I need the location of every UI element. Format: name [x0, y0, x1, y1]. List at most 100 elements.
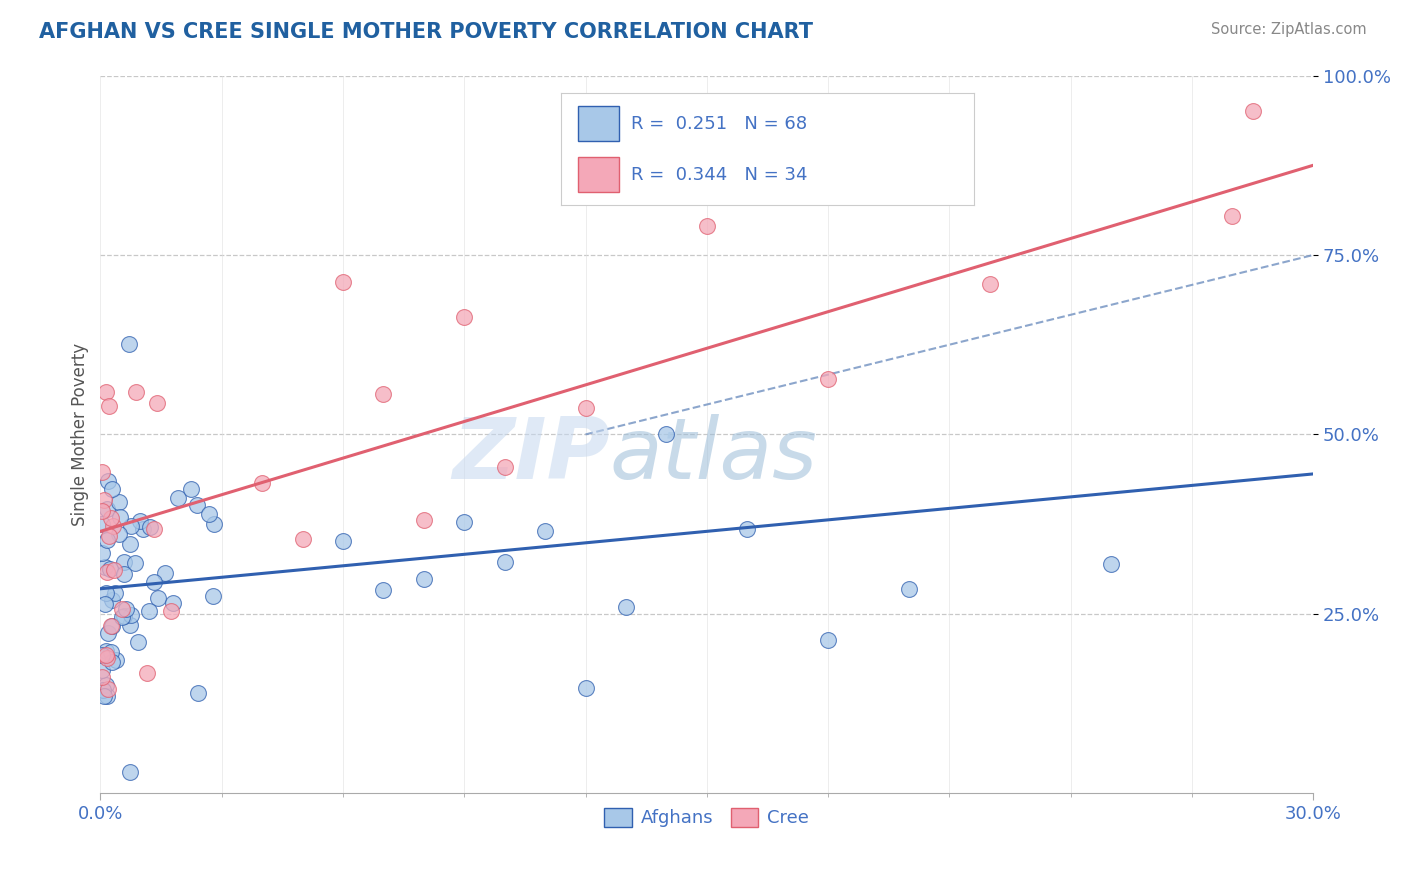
- Point: [101, 619, 124, 633]
- Point: [453, 515, 475, 529]
- Point: [93, 493, 115, 508]
- Point: [115, 601, 138, 615]
- Point: [198, 507, 221, 521]
- Point: [98, 562, 121, 576]
- Y-axis label: Single Mother Poverty: Single Mother Poverty: [72, 343, 89, 526]
- Point: [94, 560, 117, 574]
- Point: [139, 520, 162, 534]
- Point: [332, 534, 354, 549]
- Point: [98, 399, 121, 413]
- Point: [817, 372, 839, 386]
- Point: [120, 607, 142, 622]
- Point: [101, 519, 124, 533]
- Point: [98, 529, 121, 543]
- Point: [101, 593, 124, 607]
- Point: [100, 619, 122, 633]
- Point: [96, 474, 118, 488]
- Point: [897, 582, 920, 597]
- Point: [412, 572, 434, 586]
- Point: [332, 275, 354, 289]
- Point: [91, 504, 114, 518]
- Point: [494, 459, 516, 474]
- Point: [1099, 558, 1122, 572]
- Point: [96, 533, 118, 547]
- Point: [135, 666, 157, 681]
- Point: [94, 678, 117, 692]
- Point: [202, 516, 225, 531]
- Point: [979, 277, 1001, 292]
- Point: [129, 514, 152, 528]
- Point: [180, 482, 202, 496]
- Point: [118, 617, 141, 632]
- Point: [146, 396, 169, 410]
- Point: [94, 644, 117, 658]
- Point: [112, 555, 135, 569]
- Point: [96, 585, 118, 599]
- Point: [118, 337, 141, 351]
- Point: [155, 566, 177, 580]
- Point: [91, 545, 114, 559]
- Point: [96, 651, 118, 665]
- Point: [142, 575, 165, 590]
- Point: [91, 648, 114, 662]
- Text: ZIP: ZIP: [453, 415, 610, 498]
- Point: [111, 610, 134, 624]
- Point: [107, 495, 129, 509]
- Point: [100, 645, 122, 659]
- Point: [655, 427, 678, 442]
- Point: [138, 604, 160, 618]
- Point: [167, 491, 190, 506]
- Point: [96, 565, 118, 579]
- Text: AFGHAN VS CREE SINGLE MOTHER POVERTY CORRELATION CHART: AFGHAN VS CREE SINGLE MOTHER POVERTY COR…: [39, 22, 813, 42]
- Point: [373, 387, 395, 401]
- Point: [127, 635, 149, 649]
- Point: [118, 764, 141, 779]
- Point: [373, 583, 395, 598]
- Point: [100, 655, 122, 669]
- Point: [453, 310, 475, 324]
- Point: [97, 681, 120, 696]
- Point: [112, 609, 135, 624]
- Point: [132, 522, 155, 536]
- Point: [146, 591, 169, 606]
- Point: [108, 526, 131, 541]
- Point: [104, 653, 127, 667]
- Point: [125, 384, 148, 399]
- Point: [96, 502, 118, 516]
- Point: [94, 384, 117, 399]
- Point: [101, 482, 124, 496]
- Point: [91, 663, 114, 677]
- Legend: Afghans, Cree: Afghans, Cree: [598, 801, 817, 835]
- Point: [120, 519, 142, 533]
- Point: [142, 522, 165, 536]
- Point: [93, 597, 115, 611]
- Point: [93, 689, 115, 703]
- Text: Source: ZipAtlas.com: Source: ZipAtlas.com: [1211, 22, 1367, 37]
- Point: [120, 537, 142, 551]
- Point: [250, 475, 273, 490]
- Point: [103, 563, 125, 577]
- Point: [94, 648, 117, 662]
- Point: [91, 465, 114, 479]
- Point: [91, 670, 114, 684]
- Point: [187, 686, 209, 700]
- Point: [124, 556, 146, 570]
- Point: [614, 599, 637, 614]
- Point: [108, 510, 131, 524]
- Point: [534, 524, 557, 539]
- Point: [100, 510, 122, 524]
- Point: [1241, 104, 1264, 119]
- Point: [91, 517, 114, 532]
- Point: [735, 522, 758, 536]
- Point: [1222, 209, 1244, 223]
- Point: [817, 633, 839, 648]
- Point: [494, 556, 516, 570]
- Text: atlas: atlas: [610, 415, 818, 498]
- Point: [412, 513, 434, 527]
- Point: [291, 532, 314, 546]
- Point: [111, 602, 134, 616]
- Point: [104, 586, 127, 600]
- Point: [574, 681, 596, 695]
- Point: [696, 219, 718, 234]
- Point: [202, 590, 225, 604]
